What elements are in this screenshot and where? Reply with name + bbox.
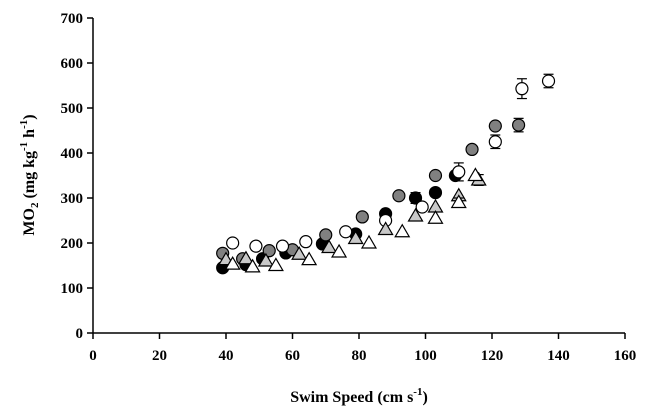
series-circle-white xyxy=(226,73,556,253)
data-point xyxy=(467,167,484,182)
data-point xyxy=(226,236,240,250)
data-point xyxy=(415,200,429,214)
data-point xyxy=(237,250,254,265)
data-point xyxy=(355,210,369,224)
data-point xyxy=(465,142,479,156)
x-tick-label: 140 xyxy=(547,348,570,364)
data-point xyxy=(347,230,364,245)
x-axis-title-main: Swim Speed (cm s xyxy=(290,389,413,406)
x-tick-label: 20 xyxy=(152,348,167,364)
series-circle-black xyxy=(216,168,463,275)
data-point xyxy=(428,168,443,183)
data-point xyxy=(321,239,338,254)
data-point xyxy=(392,189,406,203)
data-marks xyxy=(216,73,556,275)
data-point xyxy=(488,135,502,149)
ticks: 0 20 40 60 80 100 120 140 160 0 100 200 300 400 500 600… xyxy=(61,11,637,364)
axes xyxy=(92,18,625,334)
x-tick-label: 160 xyxy=(614,348,637,364)
data-point xyxy=(257,252,274,267)
data-point xyxy=(377,221,394,236)
data-point xyxy=(267,257,284,272)
data-point xyxy=(394,223,411,238)
data-point xyxy=(511,118,526,132)
series-triangle-gray xyxy=(217,171,487,267)
data-point xyxy=(450,194,467,209)
x-tick-label: 40 xyxy=(219,348,234,364)
data-point xyxy=(360,234,378,249)
y-axis-title-h: h xyxy=(21,129,38,142)
y-tick-label: 200 xyxy=(61,236,84,252)
data-point xyxy=(515,82,529,96)
data-point xyxy=(301,251,318,266)
data-point xyxy=(452,165,466,179)
data-point xyxy=(408,191,423,205)
y-tick-label: 100 xyxy=(61,281,84,297)
data-point xyxy=(541,74,556,88)
x-axis-title-sup: -1 xyxy=(413,386,422,398)
data-point xyxy=(224,255,241,270)
series-triangle-white xyxy=(224,167,484,273)
y-tick-label: 400 xyxy=(61,146,84,162)
data-point xyxy=(319,228,333,242)
data-point xyxy=(428,186,443,200)
y-axis-title-sup1: -1 xyxy=(18,142,30,151)
x-tick-label: 100 xyxy=(414,348,437,364)
x-axis-title-tail: ) xyxy=(422,389,427,406)
data-point xyxy=(488,119,502,133)
data-point xyxy=(407,207,424,222)
y-axis-title-sub: 2 xyxy=(29,202,41,208)
x-tick-label: 0 xyxy=(89,348,97,364)
y-axis-title-sup2: -1 xyxy=(18,120,30,129)
y-tick-label: 300 xyxy=(61,191,84,207)
data-point xyxy=(339,225,353,239)
y-axis-title-mid: (mg kg xyxy=(21,151,38,203)
data-point xyxy=(291,246,308,260)
data-point xyxy=(244,258,261,273)
x-tick-label: 120 xyxy=(481,348,504,364)
y-tick-label: 700 xyxy=(61,11,84,27)
y-tick-label: 0 xyxy=(76,326,84,342)
data-point xyxy=(299,235,313,249)
y-axis-title: MO2 (mg kg-1 h-1) xyxy=(18,114,41,235)
data-point xyxy=(427,210,444,224)
y-tick-label: 600 xyxy=(61,56,84,72)
data-point xyxy=(249,239,263,253)
data-point xyxy=(275,239,290,253)
y-axis-title-tail: ) xyxy=(21,114,38,119)
y-tick-label: 500 xyxy=(61,101,84,117)
x-axis-title: Swim Speed (cm s-1) xyxy=(290,386,428,406)
x-tick-label: 60 xyxy=(285,348,300,364)
x-tick-label: 80 xyxy=(352,348,367,364)
data-point xyxy=(331,243,348,258)
y-axis-title-pre: MO xyxy=(21,208,38,236)
